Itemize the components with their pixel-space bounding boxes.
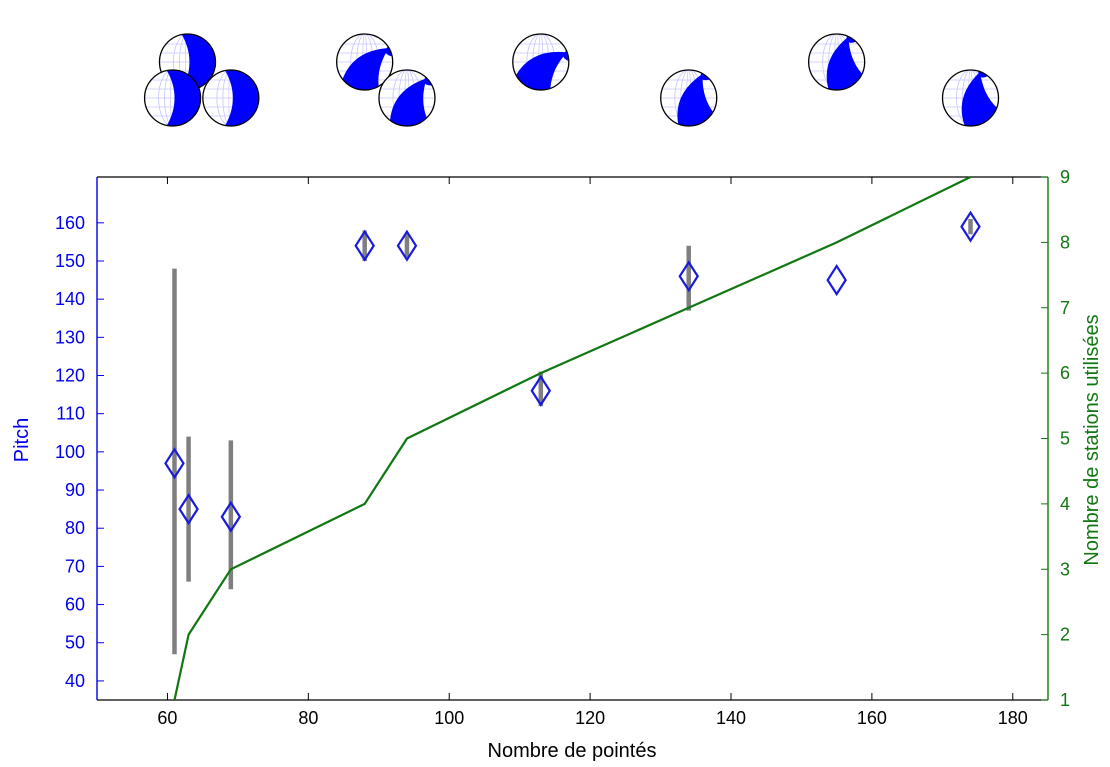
beachball-quadrant (166, 70, 201, 126)
pitch-marker (178, 493, 199, 526)
beachball-icon (202, 69, 260, 127)
pitch-marker (678, 260, 700, 293)
beachball-outline (808, 33, 866, 91)
beachball-icon (660, 69, 718, 127)
beachball-quadrant (961, 71, 997, 126)
right-axis-label: Nombre de stations utilisées (1081, 314, 1103, 565)
left-tick-label: 70 (65, 556, 85, 576)
left-tick-label: 80 (65, 518, 85, 538)
right-axis-ticks: 1 2 3 4 5 6 7 8 9 (1041, 167, 1070, 710)
x-tick-label: 140 (716, 708, 746, 728)
beachball-inner (942, 70, 999, 126)
left-tick-label: 40 (65, 671, 85, 691)
right-tick-label: 4 (1060, 494, 1070, 514)
right-tick-label: 6 (1060, 363, 1070, 383)
pitch-marker (354, 229, 375, 262)
right-tick-label: 9 (1060, 167, 1070, 187)
beachball-outline (143, 69, 202, 127)
x-tick-label: 80 (298, 708, 318, 728)
focal-mechanism-row (143, 33, 1000, 127)
pitch-markers (164, 210, 981, 533)
beachball-outline (512, 33, 570, 91)
pitch-marker (220, 500, 242, 533)
left-tick-label: 100 (55, 442, 85, 462)
stations-series (173, 176, 971, 701)
beachball-inner (202, 70, 259, 126)
left-tick-label: 90 (65, 480, 85, 500)
beachball-quadrant (389, 78, 427, 126)
beachball-quadrant (224, 70, 259, 126)
beachball-quadrant (515, 51, 568, 90)
left-tick-label: 60 (65, 595, 85, 615)
x-tick-label: 60 (157, 708, 177, 728)
beachball-icon (808, 33, 866, 91)
left-axis-label: Pitch (11, 418, 33, 462)
stations-line (173, 176, 971, 701)
beachball-icon (941, 69, 1000, 127)
right-tick-label: 3 (1060, 559, 1070, 579)
left-tick-label: 140 (55, 289, 85, 309)
left-tick-label: 160 (55, 213, 85, 233)
beachball-icon (143, 69, 202, 127)
pitch-marker (960, 210, 981, 243)
right-tick-label: 8 (1060, 232, 1070, 252)
x-tick-label: 180 (998, 708, 1028, 728)
pitch-marker (530, 374, 552, 407)
beachball-icon (512, 33, 570, 91)
x-axis-ticks: 60 80 100 120 140 160 180 (157, 177, 1028, 728)
x-tick-label: 100 (434, 708, 464, 728)
beachball-quadrant (342, 48, 389, 90)
left-tick-label: 150 (55, 251, 85, 271)
beachball-inner (808, 34, 865, 90)
left-tick-label: 50 (65, 633, 85, 653)
beachball-outline (336, 33, 394, 91)
left-tick-label: 110 (56, 404, 85, 424)
pitch-marker (826, 264, 847, 297)
x-tick-label: 120 (575, 708, 605, 728)
beachball-outline (202, 69, 260, 127)
pitch-errorbars (172, 218, 973, 655)
beachball-outline (941, 69, 1000, 127)
beachball-quadrant (826, 36, 863, 90)
beachball-outline (660, 69, 718, 127)
beachball-icon (336, 33, 394, 91)
left-axis-ticks: 40 50 60 70 80 90 100 110 120 130 140 150 160 (55, 213, 104, 691)
left-tick-label: 130 (55, 327, 85, 347)
beachball-icon (378, 69, 436, 127)
x-axis-label: Nombre de pointés (488, 740, 657, 762)
right-tick-label: 7 (1060, 298, 1070, 318)
right-tick-label: 2 (1060, 625, 1070, 645)
pitch-marker (164, 447, 185, 480)
beachball-quadrant (677, 73, 713, 126)
beachball-outline (378, 69, 436, 127)
plot-frame (97, 177, 1048, 700)
x-tick-label: 160 (857, 708, 887, 728)
beachball-tip (978, 71, 990, 78)
plot-axes (96, 176, 1049, 701)
right-tick-label: 1 (1060, 690, 1070, 710)
left-tick-label: 120 (55, 366, 85, 386)
right-tick-label: 5 (1060, 429, 1070, 449)
beachball-inner (144, 70, 201, 126)
beachball-inner (336, 34, 393, 90)
beachball-inner (660, 70, 717, 126)
pitch-marker (396, 229, 418, 262)
